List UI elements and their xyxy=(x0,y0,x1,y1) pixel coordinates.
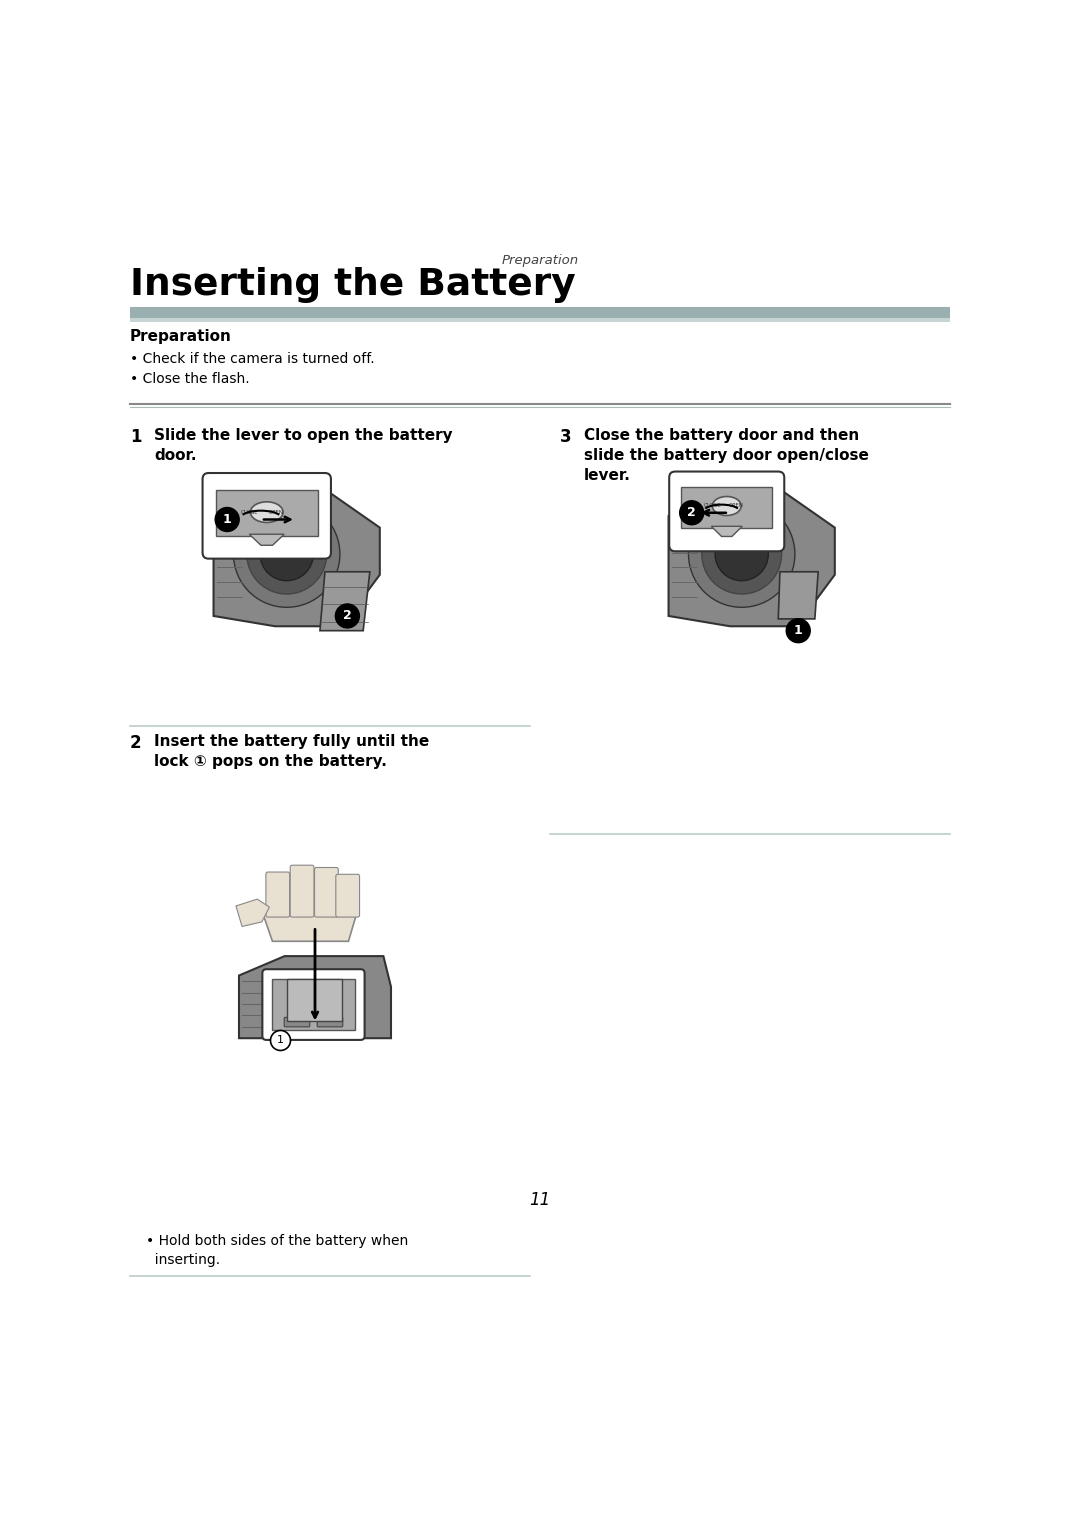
FancyBboxPatch shape xyxy=(318,1018,342,1027)
Circle shape xyxy=(247,514,326,594)
Circle shape xyxy=(786,618,810,642)
Text: 2: 2 xyxy=(687,507,697,519)
Circle shape xyxy=(260,528,313,581)
Text: 1: 1 xyxy=(222,513,231,526)
Polygon shape xyxy=(239,957,391,1038)
Text: door.: door. xyxy=(154,449,197,462)
FancyBboxPatch shape xyxy=(284,1018,310,1027)
FancyBboxPatch shape xyxy=(286,980,342,1021)
Polygon shape xyxy=(320,572,369,630)
Text: • Hold both sides of the battery when: • Hold both sides of the battery when xyxy=(146,1235,408,1248)
Text: 11: 11 xyxy=(529,1190,551,1209)
Circle shape xyxy=(702,514,782,594)
Text: 2: 2 xyxy=(343,609,352,623)
Circle shape xyxy=(215,508,239,531)
FancyBboxPatch shape xyxy=(336,874,360,917)
Circle shape xyxy=(233,501,340,607)
Text: Insert the battery fully until the: Insert the battery fully until the xyxy=(154,734,429,749)
Ellipse shape xyxy=(251,502,283,522)
Text: • Close the flash.: • Close the flash. xyxy=(130,372,249,386)
Text: inserting.: inserting. xyxy=(146,1253,220,1267)
Text: lock ① pops on the battery.: lock ① pops on the battery. xyxy=(154,754,387,769)
FancyBboxPatch shape xyxy=(216,490,318,536)
Polygon shape xyxy=(712,526,742,537)
Text: lever.: lever. xyxy=(584,468,631,484)
Polygon shape xyxy=(669,490,835,626)
FancyBboxPatch shape xyxy=(670,472,784,551)
Circle shape xyxy=(270,1030,291,1050)
FancyBboxPatch shape xyxy=(314,867,338,917)
Ellipse shape xyxy=(713,496,741,516)
FancyBboxPatch shape xyxy=(203,473,330,559)
FancyBboxPatch shape xyxy=(681,487,772,528)
Text: 1: 1 xyxy=(794,624,802,638)
Bar xyxy=(130,307,950,317)
Bar xyxy=(130,317,950,322)
Circle shape xyxy=(689,501,795,607)
Text: Preparation: Preparation xyxy=(501,253,579,267)
FancyBboxPatch shape xyxy=(266,871,289,917)
Text: CLOSE: CLOSE xyxy=(241,510,259,514)
Text: CLOSE: CLOSE xyxy=(704,504,721,508)
Text: 1: 1 xyxy=(130,427,141,446)
Text: Close the battery door and then: Close the battery door and then xyxy=(584,427,860,443)
Text: 2: 2 xyxy=(130,734,141,752)
FancyBboxPatch shape xyxy=(291,865,314,917)
Text: • Check if the camera is turned off.: • Check if the camera is turned off. xyxy=(130,353,375,366)
Polygon shape xyxy=(214,490,380,626)
Text: 3: 3 xyxy=(561,427,571,446)
Text: OPEN: OPEN xyxy=(729,504,744,508)
Polygon shape xyxy=(249,534,284,545)
Text: Slide the lever to open the battery: Slide the lever to open the battery xyxy=(154,427,453,443)
Text: Inserting the Battery: Inserting the Battery xyxy=(130,267,576,304)
FancyBboxPatch shape xyxy=(272,978,355,1030)
Circle shape xyxy=(336,604,360,629)
Polygon shape xyxy=(261,884,357,942)
Polygon shape xyxy=(779,572,819,620)
Circle shape xyxy=(715,528,768,581)
Text: slide the battery door open/close: slide the battery door open/close xyxy=(584,449,869,462)
Circle shape xyxy=(679,501,704,525)
FancyBboxPatch shape xyxy=(262,969,365,1039)
Text: OPEN: OPEN xyxy=(269,510,284,514)
Polygon shape xyxy=(235,899,269,926)
Text: 1: 1 xyxy=(276,1036,284,1045)
Text: Preparation: Preparation xyxy=(130,330,232,343)
